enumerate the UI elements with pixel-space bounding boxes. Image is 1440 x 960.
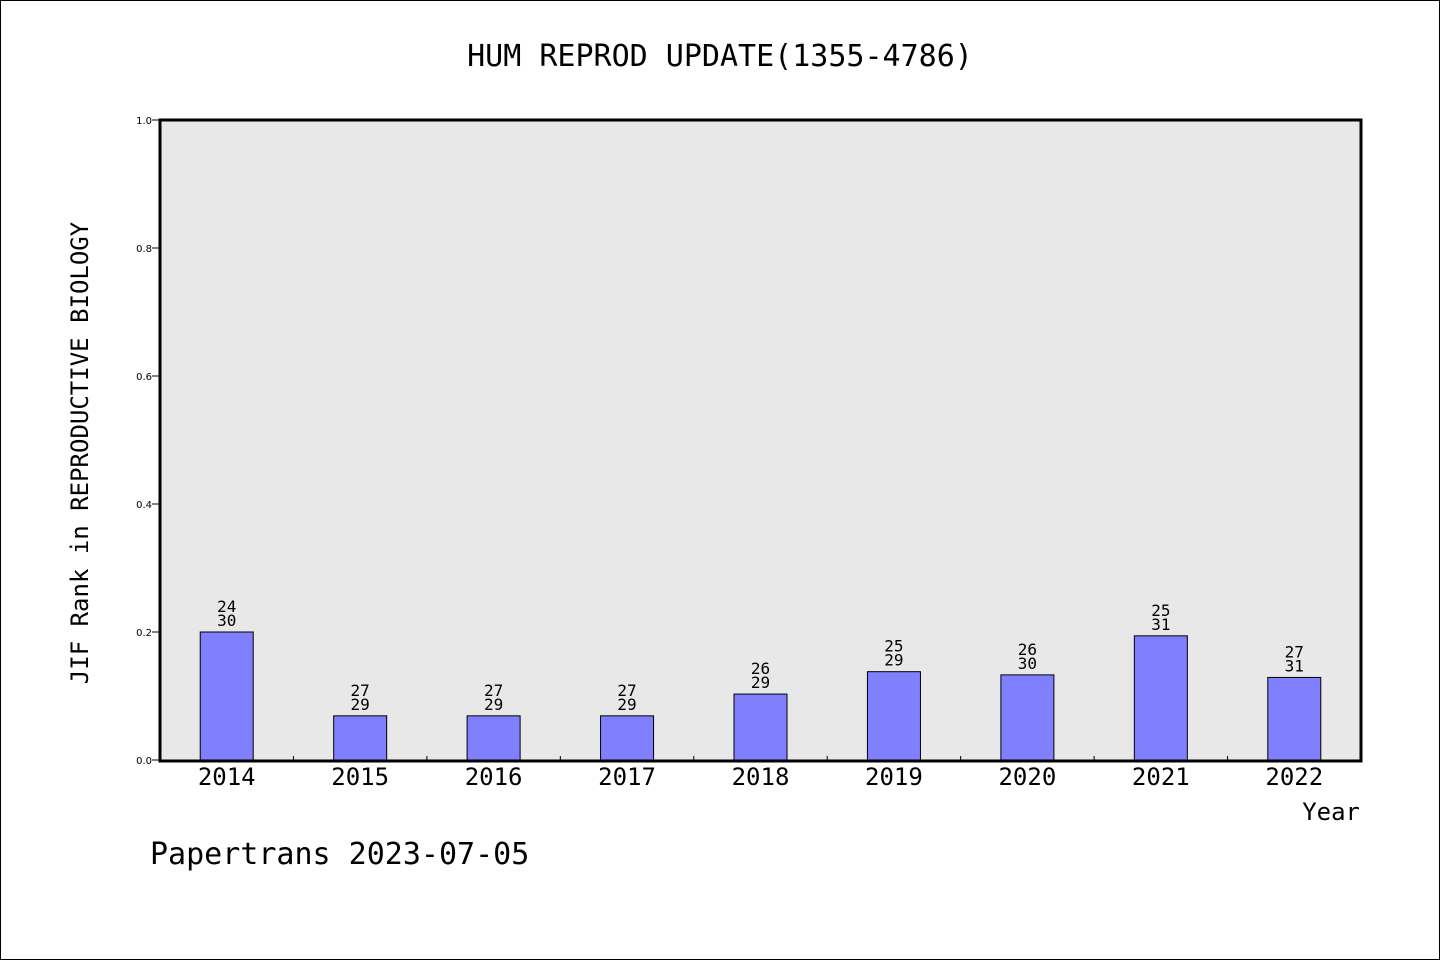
bar-2018 [733,693,788,761]
x-tick-label: 2018 [732,763,790,791]
y-tick-label: 0.2 [136,628,152,639]
bar-label-rank: 27 [617,681,636,700]
x-tick-label: 2015 [331,763,389,791]
bar-2014 [199,631,254,761]
bar-label-rank: 27 [351,681,370,700]
bar-label-total: 29 [617,695,636,714]
y-tick-label: 0.0 [136,756,152,767]
bar-label-total: 29 [484,695,503,714]
y-tick-label: 1.0 [136,116,152,127]
y-tick-label: 0.4 [136,500,152,511]
bar-2022 [1267,676,1322,761]
y-tick-label: 0.8 [136,244,152,255]
bar-label-rank: 25 [1151,601,1170,620]
bar-label-total: 30 [1018,654,1037,673]
bar-label-total: 31 [1285,656,1304,675]
bar-2020 [1000,674,1055,761]
x-tick-label: 2020 [998,763,1056,791]
y-axis: 0.0 0.2 0.4 0.6 0.8 1.0 [136,116,160,767]
y-tick-label: 0.6 [136,372,152,383]
bar-2019 [866,671,921,761]
bar-label-rank: 27 [484,681,503,700]
bar-label-rank: 27 [1285,642,1304,661]
bar-2015 [333,715,388,761]
x-tick-label: 2016 [465,763,523,791]
bar-label-total: 30 [217,611,236,630]
bar-label-rank: 24 [217,597,236,616]
x-tick-label: 2014 [198,763,256,791]
x-tick-label: 2022 [1265,763,1323,791]
bar-label-rank: 26 [751,659,770,678]
plot-border [158,118,1363,763]
bar-label-total: 29 [351,695,370,714]
chart-title: HUM REPROD UPDATE(1355-4786) [467,39,973,74]
bar-2016 [466,715,521,761]
x-axis-label: Year [1302,798,1360,826]
bar-label-total: 29 [884,651,903,670]
bar-label-total: 29 [751,673,770,692]
bars [199,631,1322,761]
bar-2021 [1133,635,1188,761]
x-tick-label: 2021 [1132,763,1190,791]
bar-label-rank: 25 [884,637,903,656]
y-axis-label: JIF Rank in REPRODUCTIVE BIOLOGY [66,221,94,684]
x-tick-label: 2019 [865,763,923,791]
bar-label-rank: 26 [1018,640,1037,659]
x-tick-label: 2017 [598,763,656,791]
footer-credit: Papertrans 2023-07-05 [150,837,529,872]
bar-label-total: 31 [1151,615,1170,634]
bar-2017 [600,715,655,761]
x-axis: 2014 2015 2016 2017 2018 2019 2020 2021 2022 [198,756,1323,791]
